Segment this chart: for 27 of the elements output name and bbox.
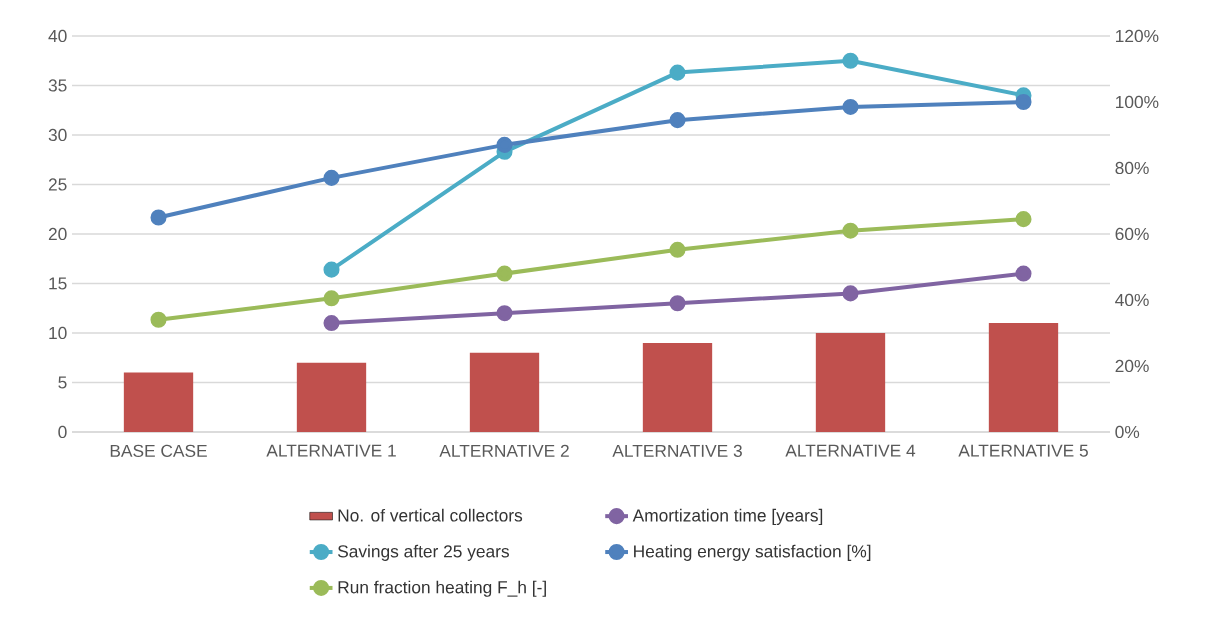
y2-tick-label: 40% xyxy=(1115,293,1149,307)
y2-tick-label: 100% xyxy=(1116,95,1159,109)
x-tick-label: ALTERNATIVE 2 xyxy=(439,444,569,457)
y2-tick-label: 80% xyxy=(1115,161,1149,175)
y-tick-label: 10 xyxy=(49,326,67,340)
y-tick-label: 30 xyxy=(48,128,67,142)
y-tick-label: 0 xyxy=(58,425,67,439)
y-tick-label: 25 xyxy=(48,178,67,191)
x-tick-label: ALTERNATIVE 4 xyxy=(785,444,916,457)
legend-label: No. of vertical collectors xyxy=(338,508,523,522)
legend-label: Savings after 25 years xyxy=(337,544,509,561)
x-tick-label: ALTERNATIVE 5 xyxy=(958,444,1088,457)
y2-tick-label: 20% xyxy=(1115,359,1149,373)
y-tick-label: 15 xyxy=(49,277,67,290)
y2-tick-label: 60% xyxy=(1115,227,1149,241)
y-tick-label: 20 xyxy=(48,227,67,241)
y-tick-label: 40 xyxy=(48,29,67,43)
legend-label: Amortization time [years] xyxy=(632,508,823,526)
y-tick-label: 35 xyxy=(48,79,67,92)
x-tick-label: BASE CASE xyxy=(110,444,207,457)
legend-label: Run fraction heating F_h [-] xyxy=(338,580,546,597)
legend-label: Heating energy satisfaction [%] xyxy=(634,544,871,561)
y2-tick-label: 0% xyxy=(1115,425,1140,439)
y2-tick-label: 120% xyxy=(1116,29,1159,43)
y-tick-label: 5 xyxy=(58,376,67,389)
x-tick-label: ALTERNATIVE 3 xyxy=(612,444,742,457)
x-tick-label: ALTERNATIVE 1 xyxy=(266,444,396,457)
